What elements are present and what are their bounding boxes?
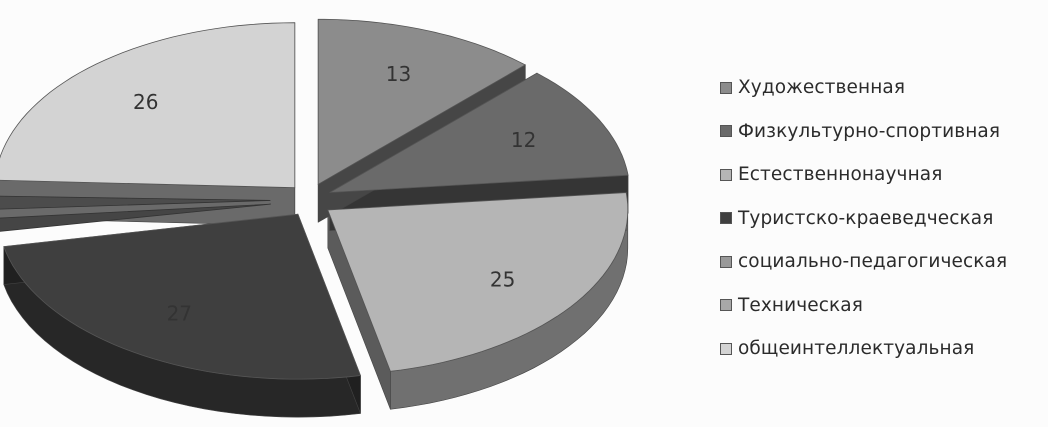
pie-data-labels: 131225270026 — [133, 62, 536, 325]
legend-item: Художественная — [720, 66, 1046, 110]
legend-swatch — [720, 81, 732, 94]
legend-swatch — [720, 212, 732, 225]
legend-swatch — [720, 255, 732, 268]
legend-label: социально-педагогическая — [738, 251, 1008, 273]
pie-slice-zero — [0, 195, 271, 210]
legend-label: Естественнонаучная — [738, 164, 943, 186]
pie-slice — [0, 22, 296, 189]
legend-label: общеинтеллектуальная — [738, 338, 975, 360]
legend-item: Естественнонаучная — [720, 153, 1046, 197]
data-label: 25 — [490, 268, 515, 292]
pie-slice — [329, 72, 629, 193]
pie-top-layer — [0, 18, 629, 380]
legend-label: Художественная — [738, 77, 906, 99]
data-label: 12 — [511, 128, 536, 152]
legend-label: Физкультурно-спортивная — [738, 120, 1001, 142]
legend-swatch — [720, 168, 732, 181]
pie-slice — [3, 213, 362, 380]
data-label: 13 — [386, 62, 411, 86]
legend-swatch — [720, 342, 732, 355]
legend-swatch — [720, 125, 732, 138]
legend-swatch — [720, 299, 732, 312]
legend-item: социально-педагогическая — [720, 240, 1046, 284]
legend-item: Техническая — [720, 284, 1046, 328]
legend-item: Физкультурно-спортивная — [720, 110, 1046, 154]
pie-slice-zero — [0, 203, 271, 232]
legend-label: Туристско-краеведческая — [738, 207, 994, 229]
pie-slice — [317, 18, 527, 185]
legend-item: общеинтеллектуальная — [720, 327, 1046, 371]
chart-legend: Художественная Физкультурно-спортивная Е… — [720, 66, 1046, 371]
data-label: 27 — [167, 301, 192, 325]
legend-label: Техническая — [738, 294, 863, 316]
legend-item: Туристско-краеведческая — [720, 197, 1046, 241]
pie-slice — [327, 192, 629, 372]
data-label: 26 — [133, 90, 158, 114]
